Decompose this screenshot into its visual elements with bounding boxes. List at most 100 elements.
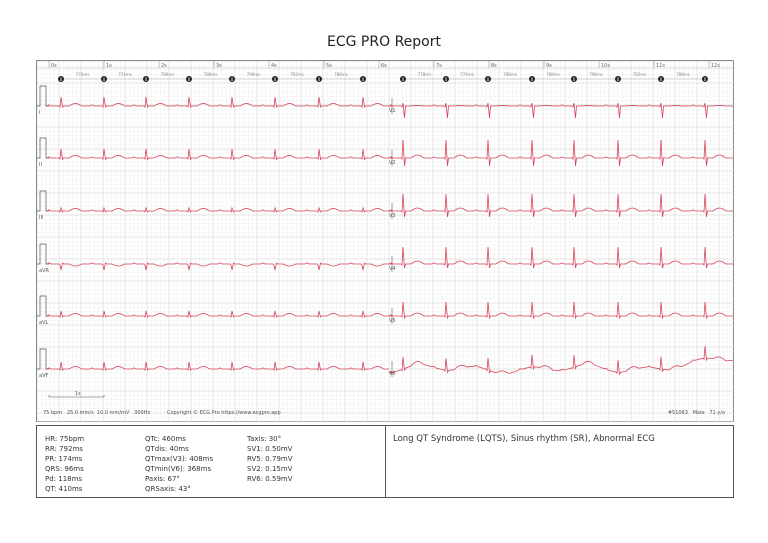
rr-interval-label: 778ms — [418, 72, 432, 77]
rr-interval-label: 792ms — [633, 72, 647, 77]
ecg-trace — [45, 148, 389, 161]
measurements-col-3: Taxis: 30° SV1: 0.50mV RV5: 0.79mV SV2: 0.1… — [247, 434, 293, 484]
rr-interval-label: 788ms — [334, 72, 348, 77]
footer-speed: 25.0 mm/s — [66, 410, 94, 416]
rr-interval-label: 788ms — [204, 72, 218, 77]
measurements-col-2: QTc: 460ms QTdis: 40ms QTmax(V3): 408ms QTm… — [145, 434, 213, 494]
beat-marker-label: 0 — [103, 77, 106, 82]
measurements-col-1: HR: 75bpm RR: 792ms PR: 174ms QRS: 96ms Pd: … — [45, 434, 84, 494]
grid-major — [37, 61, 735, 423]
lead-label: V1 — [389, 108, 396, 114]
beat-marker — [101, 76, 107, 82]
beat-marker — [571, 76, 577, 82]
beat-marker — [658, 76, 664, 82]
calibration-pulse — [37, 243, 49, 265]
ecg-trace — [387, 301, 733, 320]
lead-label: aVL — [39, 320, 48, 326]
patient-sex: Male — [692, 410, 705, 416]
measurement-item: RR: 792ms — [45, 445, 83, 453]
rr-interval-label: 790ms — [247, 72, 261, 77]
calibration-pulse — [37, 348, 49, 370]
ecg-trace — [45, 262, 389, 271]
rr-interval-label: 774ms — [118, 72, 132, 77]
beat-marker-label: 0 — [660, 77, 663, 82]
beat-marker-label: 0 — [318, 77, 321, 82]
beat-marker-label: 0 — [445, 77, 448, 82]
beat-marker — [272, 76, 278, 82]
beat-marker — [143, 76, 149, 82]
ecg-trace — [387, 102, 733, 119]
ecg-trace — [45, 96, 389, 108]
beat-marker — [360, 76, 366, 82]
ecg-trace — [45, 361, 389, 371]
rr-interval-label: 798ms — [503, 72, 517, 77]
time-tick-label: 12s — [711, 63, 720, 69]
measurement-item: QTc: 460ms — [145, 435, 186, 443]
time-tick-label: 8s — [491, 63, 497, 69]
footer-filter: 300Hz — [134, 410, 151, 416]
beat-marker — [229, 76, 235, 82]
measurement-item: QRSaxis: 43° — [145, 485, 191, 493]
footer-gain: 10.0 mm/mV — [96, 410, 130, 416]
lead-label: V5 — [389, 318, 396, 324]
calibration-pulse — [37, 295, 49, 317]
rr-interval-label: 774ms — [460, 72, 474, 77]
lead-label: aVF — [39, 373, 48, 379]
lead-label: II — [39, 162, 42, 168]
time-tick-label: 5s — [326, 63, 332, 69]
rr-interval-label: 788ms — [546, 72, 560, 77]
time-tick-label: 9s — [546, 63, 552, 69]
measurement-item: RV5: 0.79mV — [247, 455, 293, 463]
ecg-trace — [45, 310, 389, 318]
beat-marker — [615, 76, 621, 82]
rr-interval-label: 788ms — [676, 72, 690, 77]
measurement-item: Pd: 118ms — [45, 475, 83, 483]
measurement-item: QRS: 96ms — [45, 465, 84, 473]
ecg-trace — [387, 246, 733, 269]
diagnosis-text: Long QT Syndrome (LQTS), Sinus rhythm (S… — [393, 434, 655, 444]
beat-marker — [400, 76, 406, 82]
measurement-item: QTdis: 40ms — [145, 445, 189, 453]
time-tick-label: 3s — [216, 63, 222, 69]
rr-interval-label: 770ms — [76, 72, 90, 77]
scale-bar — [48, 395, 105, 398]
ecg-strip-panel: 0s 1s 2s 3s 4s 5s 6s 7s 8s 9s 10s 11s 12s 0 770ms 0 774m… — [36, 60, 735, 423]
footer-copyright: Copyright © ECG Pro https://www.ecgpro.a… — [167, 410, 281, 416]
footer-rate: 75 bpm — [43, 410, 63, 416]
beat-marker-label: 0 — [531, 77, 534, 82]
beat-marker-label: 0 — [60, 77, 63, 82]
lead-label: V4 — [389, 266, 396, 272]
ecg-trace — [387, 139, 733, 167]
beat-marker-label: 0 — [487, 77, 490, 82]
time-tick-label: 7s — [436, 63, 442, 69]
measurement-item: Paxis: 67° — [145, 475, 180, 483]
report-title: ECG PRO Report — [327, 34, 441, 50]
time-tick-label: 11s — [656, 63, 665, 69]
patient-age: 71 y/o — [709, 410, 725, 416]
lead-label: V3 — [389, 213, 396, 219]
lead-label: V6 — [389, 371, 396, 377]
lead-label: aVR — [39, 268, 49, 274]
measurement-item: RV6: 0.59mV — [247, 475, 293, 483]
beat-marker — [186, 76, 192, 82]
beat-marker-label: 0 — [188, 77, 191, 82]
beat-marker — [485, 76, 491, 82]
beat-marker-label: 0 — [231, 77, 234, 82]
measurement-item: HR: 75bpm — [45, 435, 85, 443]
beat-marker-label: 0 — [402, 77, 405, 82]
measurement-item: Taxis: 30° — [247, 435, 282, 443]
beat-marker — [702, 76, 708, 82]
measurement-item: PR: 174ms — [45, 455, 83, 463]
beat-marker-label: 0 — [145, 77, 148, 82]
rr-interval-label: 790ms — [161, 72, 175, 77]
beat-marker — [529, 76, 535, 82]
beat-marker-label: 0 — [362, 77, 365, 82]
time-tick-label: 10s — [601, 63, 610, 69]
time-tick-label: 1s — [106, 63, 112, 69]
measurement-item: QT: 410ms — [45, 485, 83, 493]
patient-id: #51063 — [667, 410, 688, 416]
calibration-pulse — [37, 137, 49, 159]
ecg-trace — [387, 193, 733, 218]
beat-marker-label: 0 — [274, 77, 277, 82]
time-tick-label: 4s — [271, 63, 277, 69]
